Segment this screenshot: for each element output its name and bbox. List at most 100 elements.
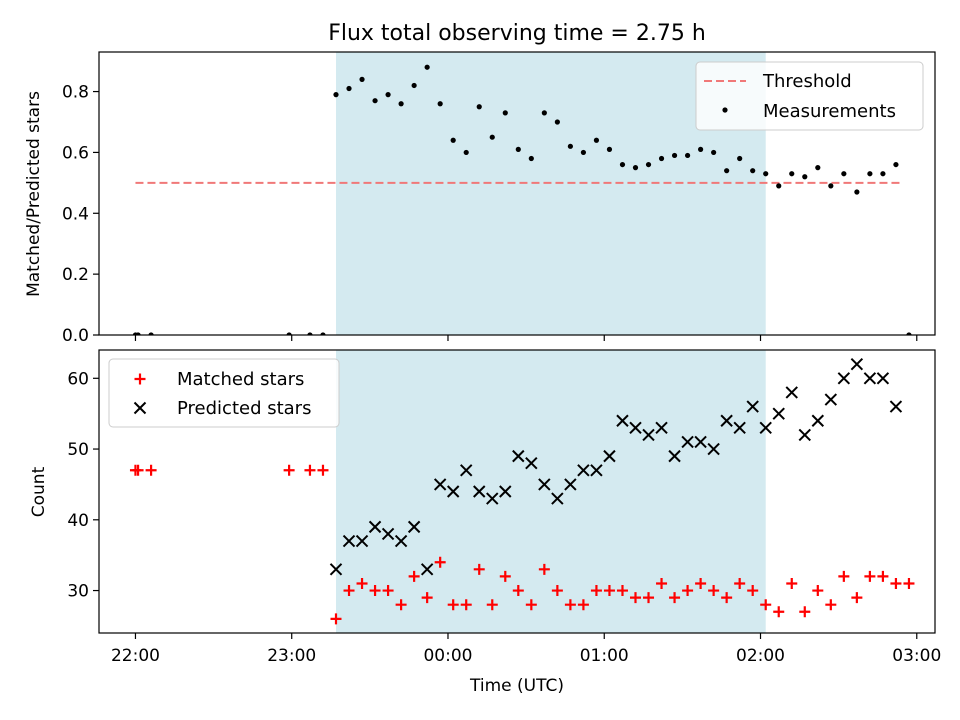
measurement-point (724, 168, 730, 174)
measurement-point (148, 332, 154, 335)
measurement-point (711, 149, 717, 156)
predicted-star-point (707, 442, 720, 456)
measurement-point (372, 98, 378, 104)
measurement-point (135, 332, 141, 335)
measurement-point (606, 146, 613, 152)
predicted-star-point (355, 534, 369, 548)
x-tick-label: 01:00 (580, 646, 629, 666)
measurement-point (502, 110, 508, 116)
bottom-axes-frame (98, 349, 936, 634)
top-legend-box (695, 61, 924, 131)
matched-star-point (499, 570, 511, 582)
measurement-point (737, 155, 743, 162)
bottom-y-tick-label: 60 (67, 369, 89, 389)
legend-measurements-label: Measurements (763, 101, 896, 122)
matched-star-point (460, 599, 472, 611)
matched-star-point (369, 585, 381, 597)
matched-star-point (721, 592, 733, 604)
predicted-star-point (590, 464, 603, 477)
matched-star-point (317, 464, 329, 476)
matched-star-point (734, 577, 746, 589)
matched-star-point (473, 563, 485, 575)
matched-star-point (603, 585, 615, 597)
predicted-star-point (720, 414, 733, 427)
predicted-star-point (551, 492, 564, 505)
matched-star-point (145, 464, 157, 476)
matched-star-point (760, 599, 772, 611)
measurement-point (450, 137, 456, 143)
predicted-star-point (876, 372, 890, 385)
measurement-point (476, 104, 482, 110)
matched-star-point (890, 577, 902, 589)
measurement-point (698, 146, 704, 152)
predicted-star-point (785, 386, 798, 399)
predicted-star-point (460, 464, 473, 477)
measurement-point (854, 189, 860, 195)
bottom-observing-window (335, 350, 766, 633)
measurement-point (867, 171, 873, 177)
measurement-point (658, 155, 665, 162)
matched-star-point (382, 585, 394, 597)
predicted-star-point (863, 372, 877, 385)
predicted-star-point (473, 485, 486, 498)
predicted-star-point (668, 449, 681, 463)
predicted-star-point (446, 485, 460, 498)
matched-star-point (395, 599, 407, 611)
predicted-star-point (798, 428, 811, 442)
top-y-axis-label: Matched/Predicted stars (24, 91, 44, 297)
measurement-point (815, 165, 821, 171)
measurement-point (802, 174, 808, 180)
matched-star-point (629, 592, 641, 604)
measurement-point (893, 161, 899, 168)
measurement-point (671, 152, 678, 159)
matched-star-point (773, 606, 785, 618)
predicted-star-point (629, 421, 642, 435)
x-axis-label: Time (UTC) (469, 676, 564, 696)
matched-star-point (682, 585, 694, 597)
matched-star-point (551, 585, 563, 597)
bottom-y-tick-label: 50 (67, 440, 89, 460)
measurement-point (437, 101, 443, 107)
predicted-star-point (616, 414, 629, 427)
predicted-star-point (486, 492, 499, 505)
measurement-point (776, 183, 782, 189)
matched-star-point (864, 570, 876, 582)
measurement-point (645, 161, 652, 168)
matched-star-point (590, 585, 602, 597)
bottom-legend-box (108, 358, 340, 428)
bottom-legend: Matched stars Predicted stars (108, 358, 340, 428)
measurement-point (632, 165, 639, 171)
matched-star-point (525, 599, 537, 611)
legend-matched-label: Matched stars (177, 369, 304, 390)
measurement-point (346, 85, 352, 92)
matched-star-point (343, 585, 355, 597)
measurement-point (554, 119, 560, 125)
top-y-tick-label: 0.2 (62, 265, 89, 285)
matched-star-point (408, 570, 420, 582)
predicted-star-point (342, 534, 356, 548)
matched-star-point (132, 464, 144, 476)
predicted-star-point (603, 449, 616, 463)
chart-title: Flux total observing time = 2.75 h (328, 21, 706, 46)
matched-star-point (538, 563, 550, 575)
matched-star-point (512, 585, 524, 597)
measurement-point (763, 171, 769, 177)
matched-star-point (616, 585, 628, 597)
legend-threshold-label: Threshold (762, 71, 852, 92)
matched-star-point (564, 599, 576, 611)
x-tick-label: 03:00 (892, 646, 941, 666)
measurement-point (333, 92, 339, 98)
predicted-star-point (694, 435, 707, 449)
matched-star-point (799, 606, 811, 618)
measurement-point (385, 92, 391, 98)
measurement-point (880, 171, 886, 177)
measurement-point (411, 82, 417, 89)
legend-predicted-label: Predicted stars (177, 398, 311, 419)
predicted-star-point (655, 421, 668, 435)
predicted-star-point (381, 527, 395, 541)
measurement-point (580, 149, 587, 156)
predicted-star-point (811, 414, 825, 427)
matched-star-point (283, 464, 295, 476)
x-tick-label: 02:00 (736, 646, 785, 666)
